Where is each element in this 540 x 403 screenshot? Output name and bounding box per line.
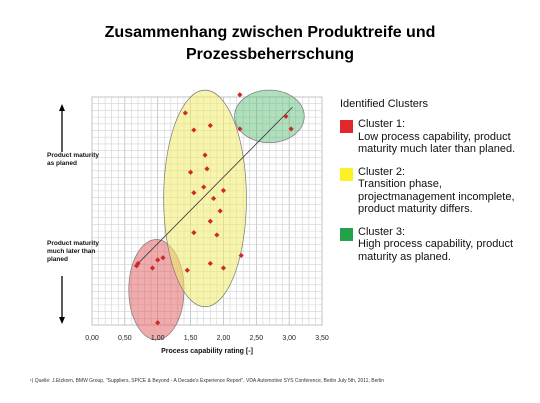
data-point (210, 195, 217, 202)
data-point (217, 208, 223, 214)
data-point (187, 169, 194, 175)
data-point (207, 260, 213, 267)
trend-line (134, 106, 293, 268)
legend-item-desc: High process capability, product maturit… (358, 238, 514, 263)
data-point (191, 127, 197, 133)
data-point (191, 190, 197, 196)
legend-item-name: Cluster 2: (358, 165, 406, 178)
y-axis-top-label: Product maturity as planed (47, 152, 100, 167)
cluster-ellipse-2 (163, 89, 247, 308)
data-point (155, 320, 161, 326)
down-arrow-head (59, 317, 65, 324)
data-point (204, 166, 210, 172)
legend-swatch-yellow (340, 167, 353, 181)
data-point (220, 265, 227, 271)
data-point (202, 152, 208, 158)
x-tick-label: 0,50 (118, 335, 132, 342)
data-point (207, 218, 213, 224)
data-points (134, 92, 294, 326)
data-point (220, 187, 227, 194)
data-point (184, 267, 190, 273)
cluster-legend: Identified Clusters Cluster 1: Low proce… (340, 98, 540, 273)
data-point (191, 230, 197, 236)
data-point (207, 122, 213, 129)
legend-item-name: Cluster 3: (358, 225, 406, 238)
data-point (214, 232, 220, 238)
x-axis-label: Process capability rating [-] (161, 348, 253, 355)
legend-item-desc: Low process capability, product maturity… (358, 130, 516, 156)
x-tick-label: 0,00 (85, 335, 99, 342)
x-tick-label: 2,50 (249, 335, 263, 342)
data-point (160, 255, 166, 261)
data-point (237, 126, 243, 132)
y-axis-arrows (59, 104, 65, 324)
data-point (182, 110, 188, 116)
slide-title-line-1: Zusammenhang zwischen Produktreife und (104, 24, 436, 41)
legend-item-cluster-2: Cluster 2: Transition phase, projectmana… (340, 166, 540, 216)
cluster-ellipse-3 (234, 89, 305, 143)
trend-line-group (134, 106, 293, 268)
data-point (201, 184, 207, 190)
slide-title-line-2: Prozessbeherrschung (185, 46, 355, 63)
y-axis-bottom-label: Product maturity much later than planed (47, 240, 100, 263)
data-point (134, 263, 140, 269)
x-tick-label: 1,50 (184, 335, 198, 342)
legend-swatch-green (340, 227, 353, 241)
legend-item-desc: Transition phase, projectmanagement inco… (358, 178, 515, 215)
x-tick-label: 1,00 (151, 335, 165, 342)
source-footnote: ¹) Quelle: J.Etzkorn, BMW Group, "Suppli… (30, 378, 385, 384)
legend-item-name: Cluster 1: (358, 118, 406, 130)
legend-heading: Identified Clusters (340, 98, 429, 110)
data-point (283, 113, 289, 119)
slide-title: Zusammenhang zwischen Produktreife und P… (0, 22, 540, 66)
x-tick-labels: 0,00 0,50 1,00 1,50 2,00 2,50 3,00 3,50 (85, 335, 329, 342)
legend-item-cluster-3: Cluster 3: High process capability, prod… (340, 226, 540, 264)
legend-swatch-red (340, 120, 353, 133)
data-point (155, 257, 161, 263)
cluster-ellipses (128, 89, 305, 341)
data-point (288, 126, 294, 132)
data-point (237, 92, 243, 98)
x-tick-label: 3,00 (282, 335, 296, 342)
x-tick-label: 2,00 (217, 335, 231, 342)
x-tick-label: 3,50 (315, 335, 329, 342)
data-point (238, 252, 244, 259)
data-point (149, 265, 156, 271)
legend-item-cluster-1: Cluster 1: Low process capability, produ… (340, 118, 540, 156)
up-arrow-head (59, 104, 65, 111)
